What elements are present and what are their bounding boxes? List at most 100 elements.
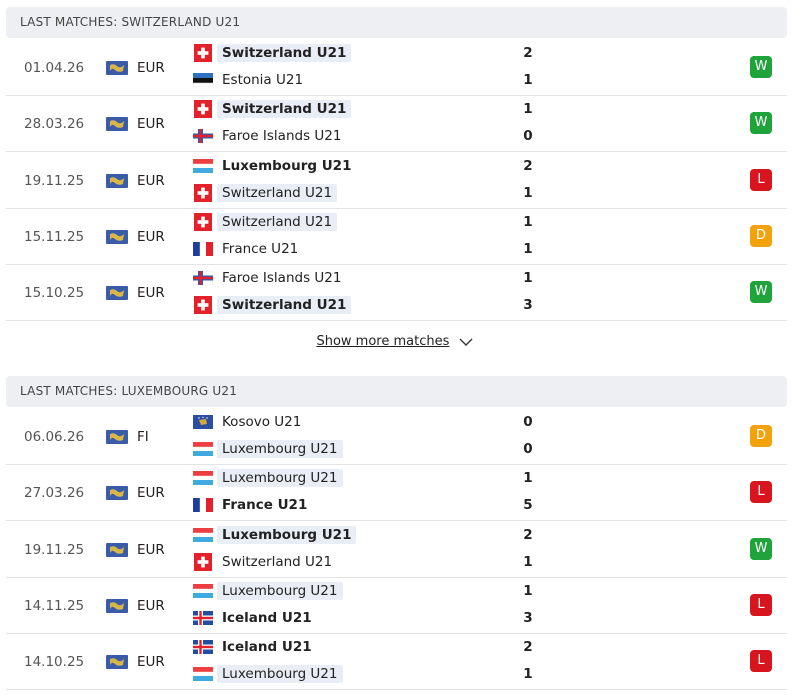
competition: EUR (137, 60, 165, 76)
score: 3 (523, 609, 533, 626)
flag (194, 212, 212, 231)
match-row[interactable]: 28.03.26 EUR Switzerland U21 1 Faroe Islands… (6, 96, 787, 153)
team-name: Luxembourg U21 (222, 157, 352, 174)
show-more-text[interactable]: Show more matches (316, 334, 450, 349)
match-row[interactable]: 19.11.25 EUR Luxembourg U21 2 Switzerland U2… (6, 522, 787, 578)
result-badge: L (750, 168, 772, 191)
score: 1 (523, 72, 533, 88)
team-name: Faroe Islands U21 (222, 128, 342, 145)
team-name: Switzerland U21 (217, 296, 352, 315)
score: 1 (523, 240, 533, 257)
match-row[interactable]: 14.11.25 EUR Luxembourg U21 1 Iceland U21 3 L (6, 578, 787, 634)
score: 2 (523, 45, 533, 61)
competition: EUR (137, 654, 165, 671)
team-name: Luxembourg U21 (217, 581, 343, 600)
match-row[interactable]: 15.11.25 EUR Switzerland U21 1 France U21 1 D (6, 209, 787, 265)
score: 1 (523, 582, 533, 599)
competition-icon (106, 61, 128, 75)
match-date: 01.04.26 (24, 60, 85, 76)
show-more[interactable]: Show more matches (0, 334, 790, 349)
competition: FI (137, 429, 149, 445)
match-row[interactable]: 01.04.26 EUR Switzerland U21 2 Estonia U21 1 W (6, 40, 787, 96)
result-badge: L (750, 650, 772, 673)
score: 0 (523, 414, 533, 430)
chevron (459, 338, 473, 346)
team-name: Kosovo U21 (222, 414, 302, 430)
match-date: 14.11.25 (24, 597, 85, 614)
competition-icon (106, 286, 128, 301)
competition-icon (106, 229, 128, 244)
team-name: Faroe Islands U21 (222, 270, 342, 287)
competition-icon (106, 486, 128, 501)
team-name: Iceland U21 (222, 639, 312, 656)
match-row[interactable]: 19.11.25 EUR Luxembourg U21 2 Switzerland U2… (6, 153, 787, 209)
team-name: Switzerland U21 (217, 183, 338, 202)
match-row[interactable]: 15.10.25 EUR Faroe Islands U21 1 Switzerland… (6, 265, 787, 322)
team-name: France U21 (222, 240, 299, 257)
team-name: Luxembourg U21 (217, 665, 343, 684)
result-badge: W (750, 56, 772, 78)
score: 1 (523, 184, 533, 201)
match-date: 15.11.25 (24, 228, 85, 245)
result-badge: W (750, 537, 772, 560)
competition: EUR (137, 285, 165, 302)
score: 2 (523, 157, 533, 174)
team-name: Luxembourg U21 (217, 469, 343, 488)
match-date: 19.11.25 (24, 541, 85, 558)
flag (193, 271, 213, 286)
flag (193, 610, 213, 625)
team-name: Switzerland U21 (217, 100, 352, 119)
competition: EUR (137, 541, 165, 558)
flag (193, 241, 213, 256)
flag (194, 44, 212, 62)
score: 0 (523, 128, 533, 145)
match-row[interactable]: 06.06.26 FI Kosovo U21 0 Luxembourg U21 0 D (6, 409, 787, 465)
match-date: 27.03.26 (24, 485, 85, 502)
score: 1 (523, 470, 533, 487)
competition-icon (106, 655, 128, 670)
team-name: Switzerland U21 (217, 44, 352, 62)
result-badge: L (750, 481, 772, 504)
team-name: Estonia U21 (222, 72, 304, 88)
match-date: 06.06.26 (24, 429, 85, 445)
competition: EUR (137, 228, 165, 245)
result-badge: L (750, 593, 772, 616)
flag (193, 129, 213, 144)
flag (193, 442, 213, 456)
team-name: France U21 (222, 497, 308, 514)
result-badge: W (750, 281, 772, 304)
flag (193, 415, 213, 429)
flag (193, 583, 213, 598)
flag (193, 667, 213, 682)
score: 2 (523, 639, 533, 656)
team-name: Iceland U21 (222, 609, 312, 626)
competition-icon (106, 598, 128, 613)
competition: EUR (137, 172, 165, 189)
section-header: LAST MATCHES: LUXEMBOURG U21 (6, 376, 787, 407)
score: 1 (523, 553, 533, 570)
score: 1 (523, 270, 533, 287)
team-name: Switzerland U21 (217, 212, 338, 231)
result-badge: W (750, 112, 772, 135)
flag (193, 527, 213, 542)
flag (194, 552, 212, 571)
match-date: 14.10.25 (24, 654, 85, 671)
team-name: Switzerland U21 (222, 553, 333, 570)
result-badge: D (750, 224, 772, 247)
competition-icon (106, 117, 128, 132)
competition-icon (106, 542, 128, 557)
match-row[interactable]: 14.10.25 EUR Iceland U21 2 Luxembourg U21 1 L (6, 634, 787, 691)
flag (194, 296, 212, 315)
competition: EUR (137, 116, 165, 133)
competition: EUR (137, 597, 165, 614)
match-row[interactable]: 27.03.26 EUR Luxembourg U21 1 France U21 5 L (6, 465, 787, 522)
result-badge: D (750, 425, 772, 447)
score: 1 (523, 666, 533, 683)
flag (193, 640, 213, 655)
match-date: 15.10.25 (24, 285, 85, 302)
competition-icon (106, 430, 128, 444)
team-name: Luxembourg U21 (217, 440, 343, 458)
flag (193, 498, 213, 513)
flag (193, 471, 213, 486)
